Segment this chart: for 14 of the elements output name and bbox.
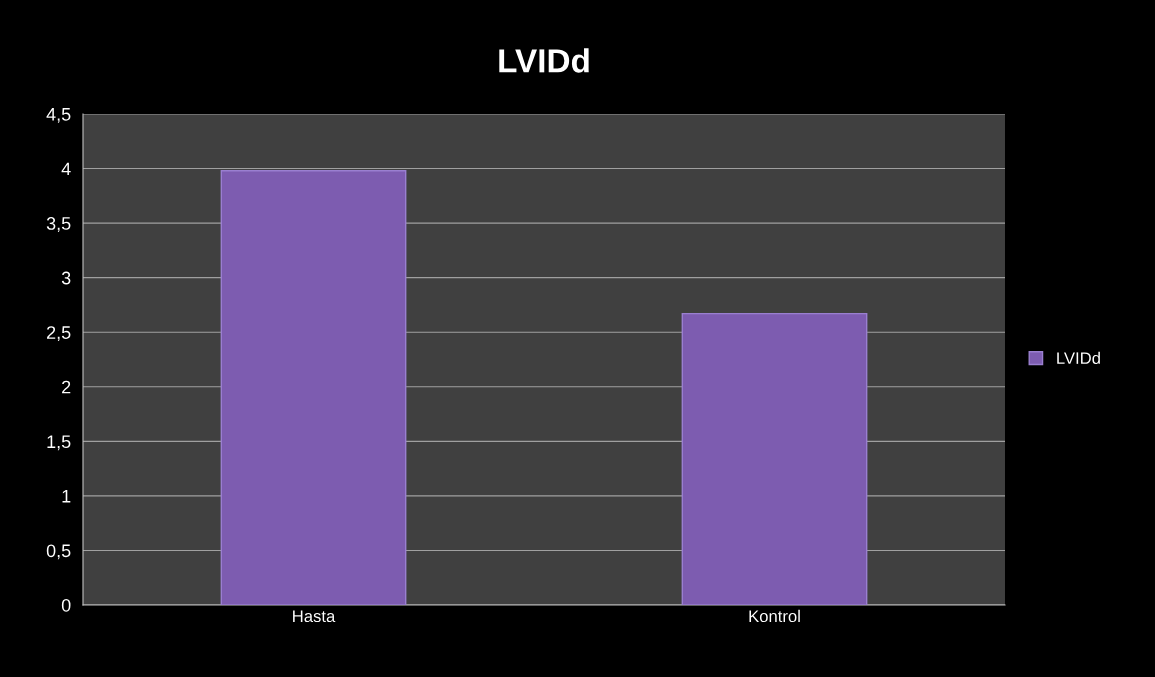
y-tick-label: 0 — [61, 598, 71, 612]
legend-label: LVIDd — [1057, 351, 1100, 365]
x-tick-label: Kontrol — [749, 609, 800, 623]
y-tick-label: 4,5 — [46, 108, 71, 123]
y-tick-label: 1 — [62, 490, 71, 503]
y-tick-label: 3 — [61, 271, 71, 285]
y-tick-label: 4 — [61, 162, 71, 176]
x-tick-label: Hasta — [293, 610, 336, 623]
y-tick-label: 2 — [62, 380, 71, 394]
chart-title: LVIDd — [499, 48, 589, 73]
y-tick-label: 2,5 — [47, 326, 71, 342]
y-tick-label: 3,5 — [46, 217, 71, 232]
y-tick-label: 1,5 — [47, 435, 71, 451]
y-tick-label: 0,5 — [46, 544, 71, 560]
